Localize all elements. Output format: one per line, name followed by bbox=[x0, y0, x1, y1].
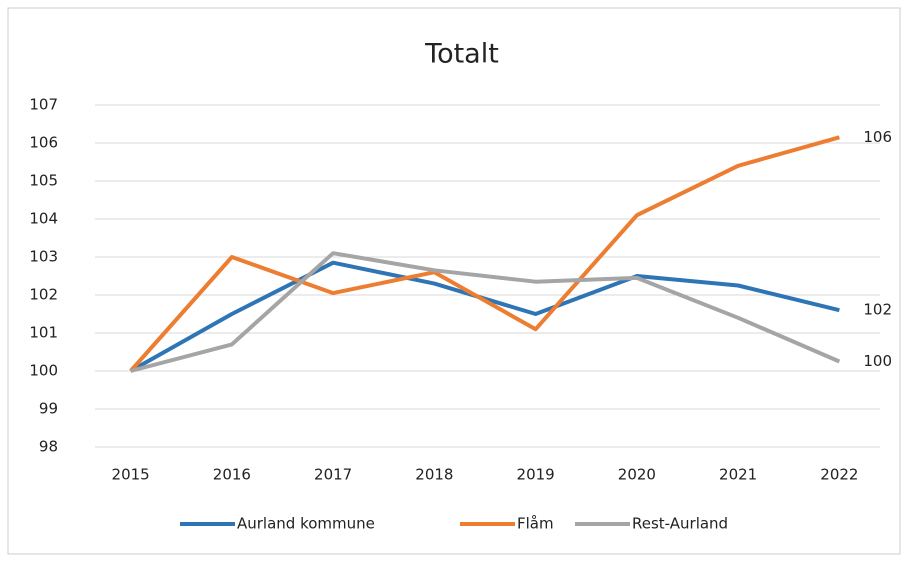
x-tick-label: 2021 bbox=[719, 466, 757, 484]
y-tick-label: 102 bbox=[29, 286, 58, 304]
x-tick-label: 2017 bbox=[314, 466, 352, 484]
y-tick-label: 105 bbox=[29, 172, 58, 190]
legend-label: Flåm bbox=[517, 515, 554, 533]
x-tick-label: 2018 bbox=[415, 466, 453, 484]
y-tick-label: 98 bbox=[39, 438, 58, 456]
x-tick-label: 2022 bbox=[820, 466, 858, 484]
x-tick-label: 2020 bbox=[618, 466, 656, 484]
value-label: 102 bbox=[863, 301, 892, 319]
x-tick-label: 2015 bbox=[112, 466, 150, 484]
series-line bbox=[129, 135, 840, 373]
y-tick-label: 106 bbox=[29, 134, 58, 152]
x-tick-label: 2019 bbox=[517, 466, 555, 484]
y-tick-label: 100 bbox=[29, 362, 58, 380]
y-tick-label: 104 bbox=[29, 210, 58, 228]
x-tick-label: 2016 bbox=[213, 466, 251, 484]
chart-title: Totalt bbox=[424, 39, 499, 70]
legend-label: Aurland kommune bbox=[237, 515, 375, 533]
y-tick-label: 101 bbox=[29, 324, 58, 342]
series-line bbox=[130, 251, 841, 373]
value-label: 106 bbox=[863, 128, 892, 146]
y-tick-label: 107 bbox=[29, 96, 58, 114]
value-label: 100 bbox=[863, 352, 892, 370]
y-tick-label: 99 bbox=[39, 400, 58, 418]
legend-label: Rest-Aurland bbox=[632, 515, 728, 533]
y-tick-label: 103 bbox=[29, 248, 58, 266]
